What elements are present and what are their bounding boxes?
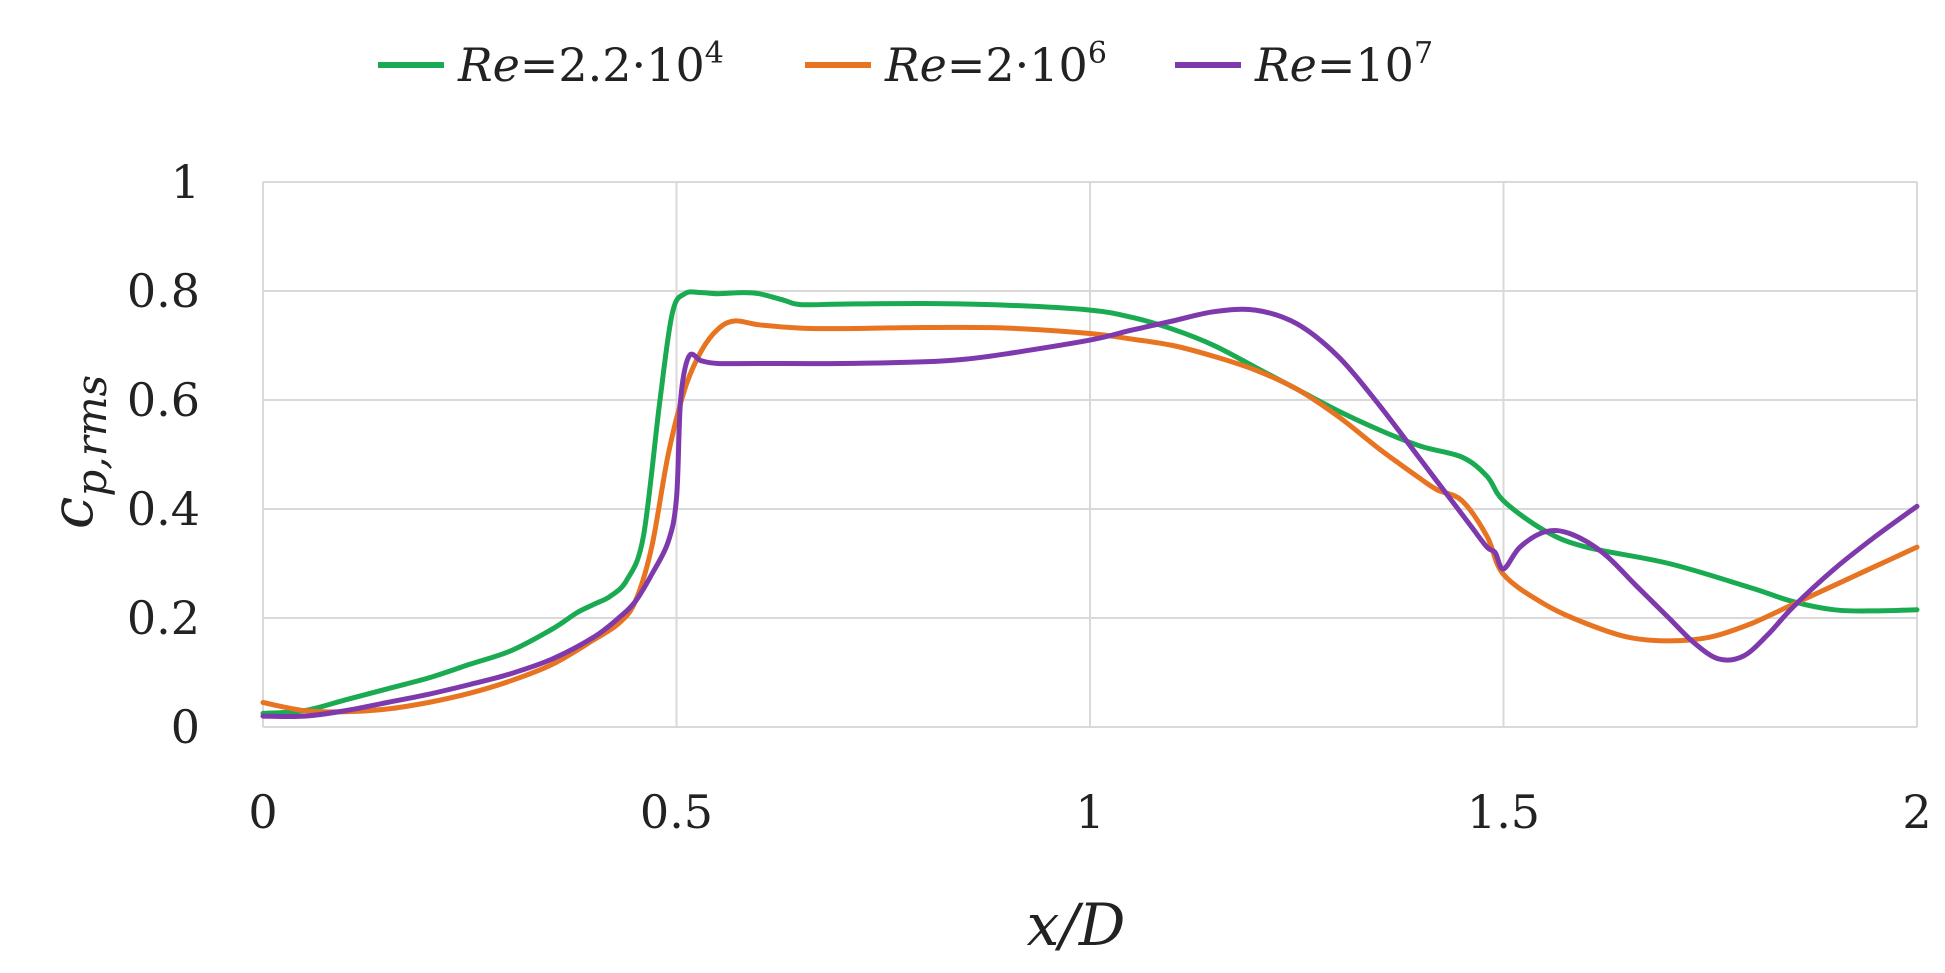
x-tick-label: 0 bbox=[248, 785, 277, 839]
series-line-1 bbox=[260, 289, 1920, 716]
x-axis-label: x/D bbox=[1027, 891, 1126, 959]
y-tick-label: 0.8 bbox=[127, 264, 200, 318]
legend: Re=2.2·104 Re=2·106 Re=107 bbox=[378, 36, 1433, 92]
y-tick-label: 1 bbox=[171, 155, 200, 209]
y-axis-label: cp,rms bbox=[38, 375, 116, 529]
x-tick-label: 2 bbox=[1902, 785, 1931, 839]
legend-item-3: Re=107 bbox=[1175, 36, 1433, 92]
legend-label: Re=2·106 bbox=[884, 36, 1107, 92]
legend-item-1: Re=2.2·104 bbox=[378, 36, 724, 92]
x-tick-label: 1 bbox=[1075, 785, 1104, 839]
y-axis-label-main: c bbox=[38, 497, 106, 529]
series-line-3 bbox=[260, 306, 1920, 719]
legend-item-2: Re=2·106 bbox=[805, 36, 1107, 92]
y-axis-label-sub: p,rms bbox=[67, 375, 116, 497]
x-tick-label: 1.5 bbox=[1467, 785, 1540, 839]
legend-label: Re=2.2·104 bbox=[457, 36, 724, 92]
y-tick-label: 0.2 bbox=[127, 591, 200, 645]
series-layer bbox=[260, 289, 1920, 719]
legend-label: Re=107 bbox=[1254, 36, 1433, 92]
y-tick-label: 0.4 bbox=[127, 482, 200, 536]
y-tick-label: 0 bbox=[171, 700, 200, 754]
svg-text:cp,rms: cp,rms bbox=[38, 375, 116, 529]
grid bbox=[262, 181, 1918, 728]
series-line-2 bbox=[260, 318, 1920, 715]
y-tick-label: 0.6 bbox=[127, 373, 200, 427]
tick-labels: 0 0.5 1 1.5 2 0 0.2 0.4 0.6 0.8 1 bbox=[127, 155, 1932, 839]
x-tick-label: 0.5 bbox=[640, 785, 713, 839]
